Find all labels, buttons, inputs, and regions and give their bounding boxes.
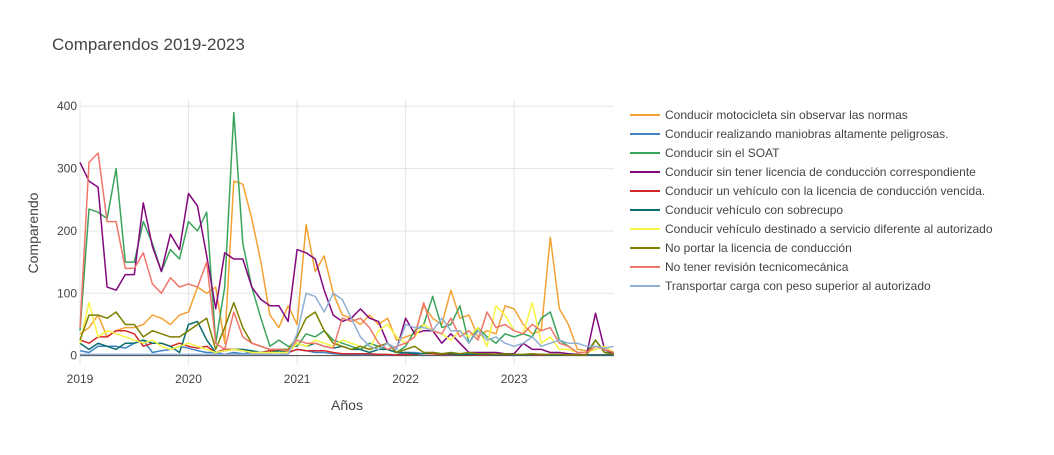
- legend-item[interactable]: Conducir sin el SOAT: [630, 146, 780, 160]
- legend-label: Conducir sin tener licencia de conducció…: [665, 165, 976, 179]
- legend-item[interactable]: Conducir vehículo destinado a servicio d…: [630, 222, 993, 236]
- series-line-8: [79, 301, 614, 356]
- legend: Conducir motocicleta sin observar las no…: [630, 108, 993, 293]
- x-tick-label: 2023: [501, 372, 528, 386]
- x-axis-title: Años: [331, 397, 363, 413]
- x-tick-label: 2019: [67, 372, 94, 386]
- legend-label: Conducir vehículo destinado a servicio d…: [665, 222, 993, 236]
- legend-item[interactable]: Conducir un vehículo con la licencia de …: [630, 184, 985, 198]
- legend-label: Conducir realizando maniobras altamente …: [665, 127, 949, 141]
- y-tick-label: 300: [57, 162, 77, 176]
- legend-item[interactable]: Transportar carga con peso superior al a…: [630, 279, 931, 293]
- legend-item[interactable]: Conducir realizando maniobras altamente …: [630, 127, 949, 141]
- x-tick-label: 2021: [284, 372, 311, 386]
- legend-item[interactable]: No portar la licencia de conducción: [630, 241, 852, 255]
- series-line-10: [80, 292, 614, 356]
- legend-label: Conducir motocicleta sin observar las no…: [665, 108, 908, 122]
- legend-item[interactable]: No tener revisión tecnicomecánica: [630, 260, 849, 274]
- x-tick-label: 2022: [392, 372, 419, 386]
- legend-item[interactable]: Conducir motocicleta sin observar las no…: [630, 108, 908, 122]
- tick-layer: 2019 2020 2021 2022 2023 0 100 200 300 400: [57, 99, 528, 386]
- y-tick-label: 0: [70, 349, 77, 363]
- legend-label: Conducir sin el SOAT: [665, 146, 780, 160]
- legend-label: No tener revisión tecnicomecánica: [665, 260, 849, 274]
- series-line-9: [79, 152, 614, 354]
- x-tick-label: 2020: [175, 372, 202, 386]
- y-tick-label: 100: [57, 286, 77, 300]
- grid-layer: [79, 100, 614, 365]
- legend-item[interactable]: Conducir vehículo con sobrecupo: [630, 203, 843, 217]
- y-tick-label: 200: [57, 224, 77, 238]
- y-axis-title: Comparendo: [25, 192, 41, 273]
- y-tick-label: 400: [57, 99, 77, 113]
- series-layer: [79, 111, 615, 356]
- legend-label: Transportar carga con peso superior al a…: [665, 279, 931, 293]
- series-line-7: [79, 301, 615, 354]
- legend-label: No portar la licencia de conducción: [665, 241, 852, 255]
- legend-label: Conducir un vehículo con la licencia de …: [665, 184, 985, 198]
- legend-label: Conducir vehículo con sobrecupo: [665, 203, 843, 217]
- legend-item[interactable]: Conducir sin tener licencia de conducció…: [630, 165, 976, 179]
- series-line-3: [79, 111, 614, 354]
- chart-title: Comparendos 2019-2023: [52, 35, 245, 54]
